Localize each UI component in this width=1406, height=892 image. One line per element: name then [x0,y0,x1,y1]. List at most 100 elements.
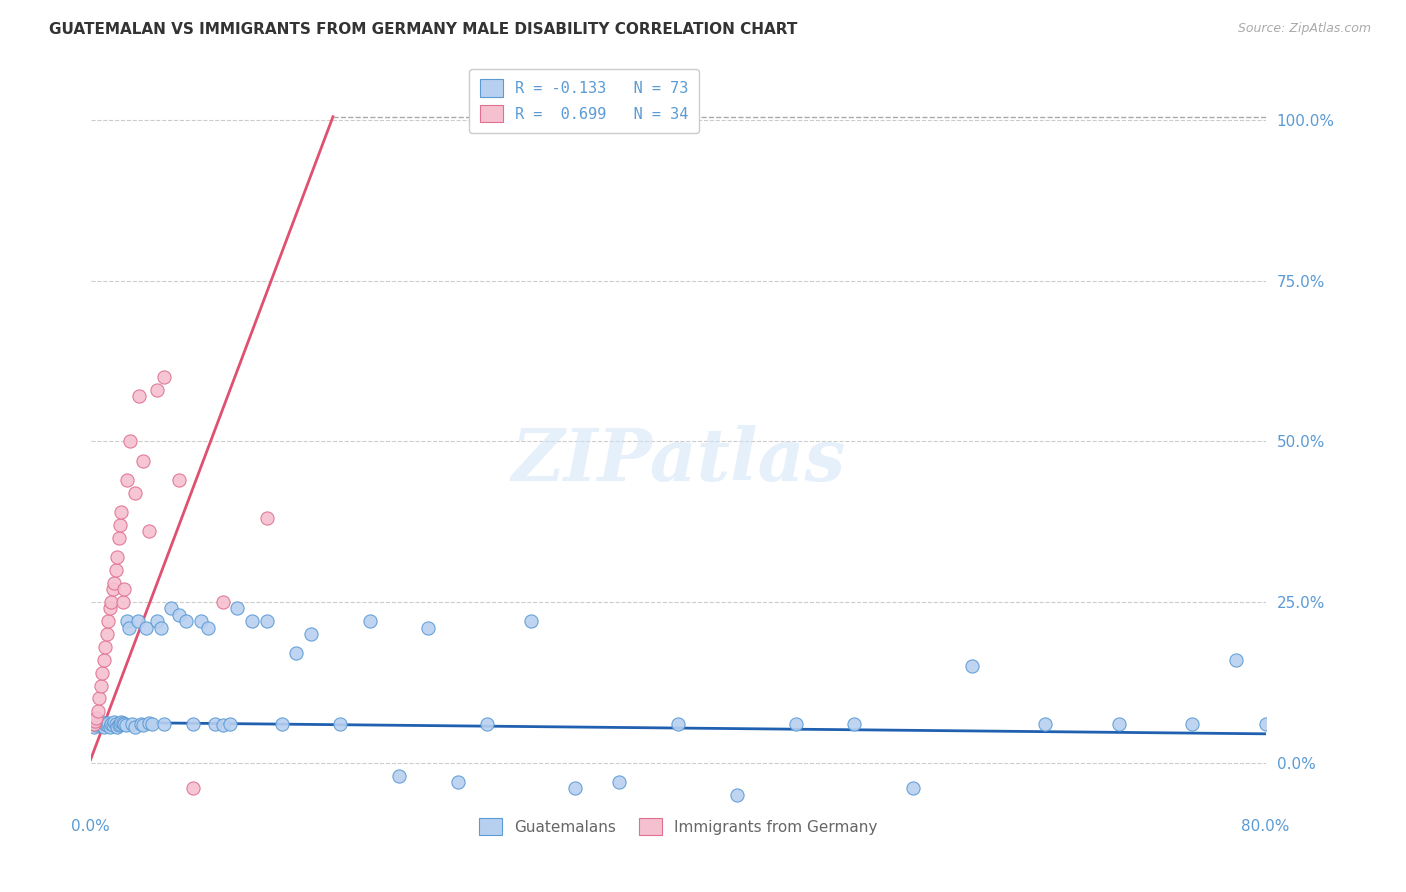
Point [91,665,114,680]
Point [785,717,807,731]
Point [447,775,470,789]
Point [299,627,322,641]
Point [167,473,190,487]
Point [118,621,141,635]
Text: ZIPatlas: ZIPatlas [510,425,845,496]
Point [190,615,212,629]
Point [111,715,134,730]
Point [93,720,115,734]
Point [211,718,233,732]
Point [359,615,381,629]
Point [127,615,149,629]
Point [96,627,118,641]
Point [90,718,112,732]
Point [84,717,107,731]
Point [89,717,111,731]
Point [97,715,120,730]
Point [153,717,176,731]
Point [219,717,242,731]
Point [183,717,205,731]
Point [204,717,226,731]
Point [107,718,129,732]
Point [418,621,440,635]
Point [111,595,134,609]
Point [104,717,127,731]
Point [901,781,924,796]
Point [87,704,110,718]
Point [97,615,120,629]
Point [120,434,142,449]
Point [256,511,278,525]
Point [128,389,150,403]
Legend: Guatemalans, Immigrants from Germany: Guatemalans, Immigrants from Germany [470,808,887,845]
Point [101,582,124,597]
Point [725,788,748,802]
Point [240,615,263,629]
Point [129,717,152,731]
Point [1225,653,1247,667]
Point [197,621,219,635]
Point [108,517,131,532]
Point [117,615,139,629]
Point [609,775,631,789]
Point [91,715,114,730]
Point [84,714,107,728]
Point [107,531,129,545]
Point [564,781,586,796]
Point [1108,717,1130,731]
Point [96,718,118,732]
Point [115,718,138,732]
Point [83,720,105,734]
Point [105,549,128,564]
Point [160,601,183,615]
Point [153,370,176,384]
Point [388,769,411,783]
Point [211,595,233,609]
Point [89,691,111,706]
Text: Source: ZipAtlas.com: Source: ZipAtlas.com [1237,22,1371,36]
Point [1033,717,1056,731]
Point [103,715,125,730]
Point [1181,717,1204,731]
Point [124,720,146,734]
Point [93,653,115,667]
Point [150,621,173,635]
Point [110,715,132,730]
Point [94,717,117,731]
Point [520,615,543,629]
Point [112,582,135,597]
Point [132,718,155,732]
Point [108,717,131,731]
Point [1254,717,1277,731]
Point [103,575,125,590]
Point [183,781,205,796]
Point [101,718,124,732]
Point [132,453,155,467]
Point [100,595,122,609]
Point [112,717,135,731]
Point [1284,717,1306,731]
Point [844,717,866,731]
Point [145,615,167,629]
Point [138,715,160,730]
Point [270,717,292,731]
Point [117,473,139,487]
Point [145,383,167,397]
Point [98,601,121,615]
Point [105,720,128,734]
Point [285,647,308,661]
Point [100,717,122,731]
Point [226,601,249,615]
Point [98,720,121,734]
Point [256,615,278,629]
Point [94,640,117,654]
Point [1327,717,1350,731]
Point [477,717,499,731]
Point [110,505,132,519]
Point [960,659,983,673]
Point [90,679,112,693]
Text: GUATEMALAN VS IMMIGRANTS FROM GERMANY MALE DISABILITY CORRELATION CHART: GUATEMALAN VS IMMIGRANTS FROM GERMANY MA… [49,22,797,37]
Point [86,718,108,732]
Point [83,717,105,731]
Point [167,607,190,622]
